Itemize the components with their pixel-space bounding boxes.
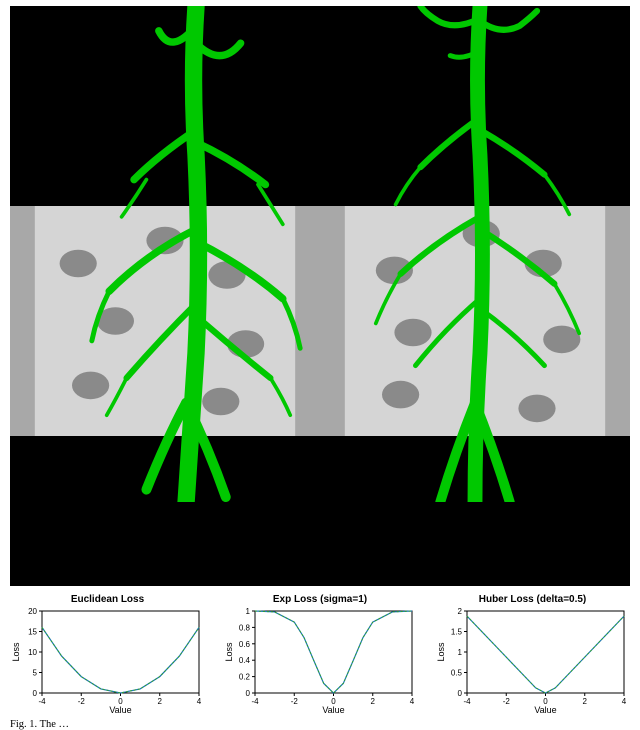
svg-text:-2: -2: [290, 697, 298, 706]
svg-text:-4: -4: [251, 697, 259, 706]
svg-text:-2: -2: [503, 697, 511, 706]
chart-svg-euclidean: -4-202405101520ValueLoss: [10, 607, 205, 715]
svg-text:1.5: 1.5: [451, 628, 463, 637]
svg-text:4: 4: [409, 697, 414, 706]
figure-top: [10, 6, 630, 586]
figure-caption: Fig. 1. The …: [10, 719, 630, 730]
svg-text:Loss: Loss: [224, 642, 234, 662]
svg-text:10: 10: [28, 648, 37, 657]
svg-text:0: 0: [458, 689, 463, 698]
svg-text:1: 1: [245, 607, 250, 616]
svg-text:0.6: 0.6: [238, 640, 250, 649]
svg-text:0.2: 0.2: [238, 673, 250, 682]
svg-text:5: 5: [33, 669, 38, 678]
svg-text:1: 1: [458, 648, 463, 657]
svg-text:Loss: Loss: [11, 642, 21, 662]
svg-text:-4: -4: [463, 697, 471, 706]
chart-exp: Exp Loss (sigma=1) -4-202400.20.40.60.81…: [223, 594, 418, 715]
svg-text:Loss: Loss: [436, 642, 446, 662]
chart-euclidean: Euclidean Loss -4-202405101520ValueLoss: [10, 594, 205, 715]
chart-huber: Huber Loss (delta=0.5) -4-202400.511.52V…: [435, 594, 630, 715]
chart-title: Exp Loss (sigma=1): [273, 594, 367, 605]
svg-text:0: 0: [245, 689, 250, 698]
chart-svg-huber: -4-202400.511.52ValueLoss: [435, 607, 630, 715]
charts-row: Euclidean Loss -4-202405101520ValueLoss …: [10, 594, 630, 715]
svg-text:2: 2: [158, 697, 163, 706]
vessel-tree-right: [351, 6, 599, 502]
svg-text:0.8: 0.8: [238, 623, 250, 632]
svg-text:0.4: 0.4: [238, 656, 250, 665]
svg-text:0.5: 0.5: [451, 669, 463, 678]
chart-title: Huber Loss (delta=0.5): [479, 594, 587, 605]
vessel-tree-left: [72, 6, 320, 502]
svg-text:20: 20: [28, 607, 37, 616]
svg-text:-4: -4: [38, 697, 46, 706]
svg-text:Value: Value: [109, 705, 131, 715]
svg-text:-2: -2: [78, 697, 86, 706]
svg-text:4: 4: [197, 697, 202, 706]
svg-text:2: 2: [583, 697, 588, 706]
svg-text:Value: Value: [322, 705, 344, 715]
svg-text:0: 0: [33, 689, 38, 698]
svg-text:15: 15: [28, 628, 37, 637]
svg-text:2: 2: [458, 607, 463, 616]
svg-text:2: 2: [370, 697, 375, 706]
chart-title: Euclidean Loss: [71, 594, 144, 605]
svg-text:Value: Value: [534, 705, 556, 715]
svg-text:4: 4: [622, 697, 627, 706]
chart-svg-exp: -4-202400.20.40.60.81ValueLoss: [223, 607, 418, 715]
